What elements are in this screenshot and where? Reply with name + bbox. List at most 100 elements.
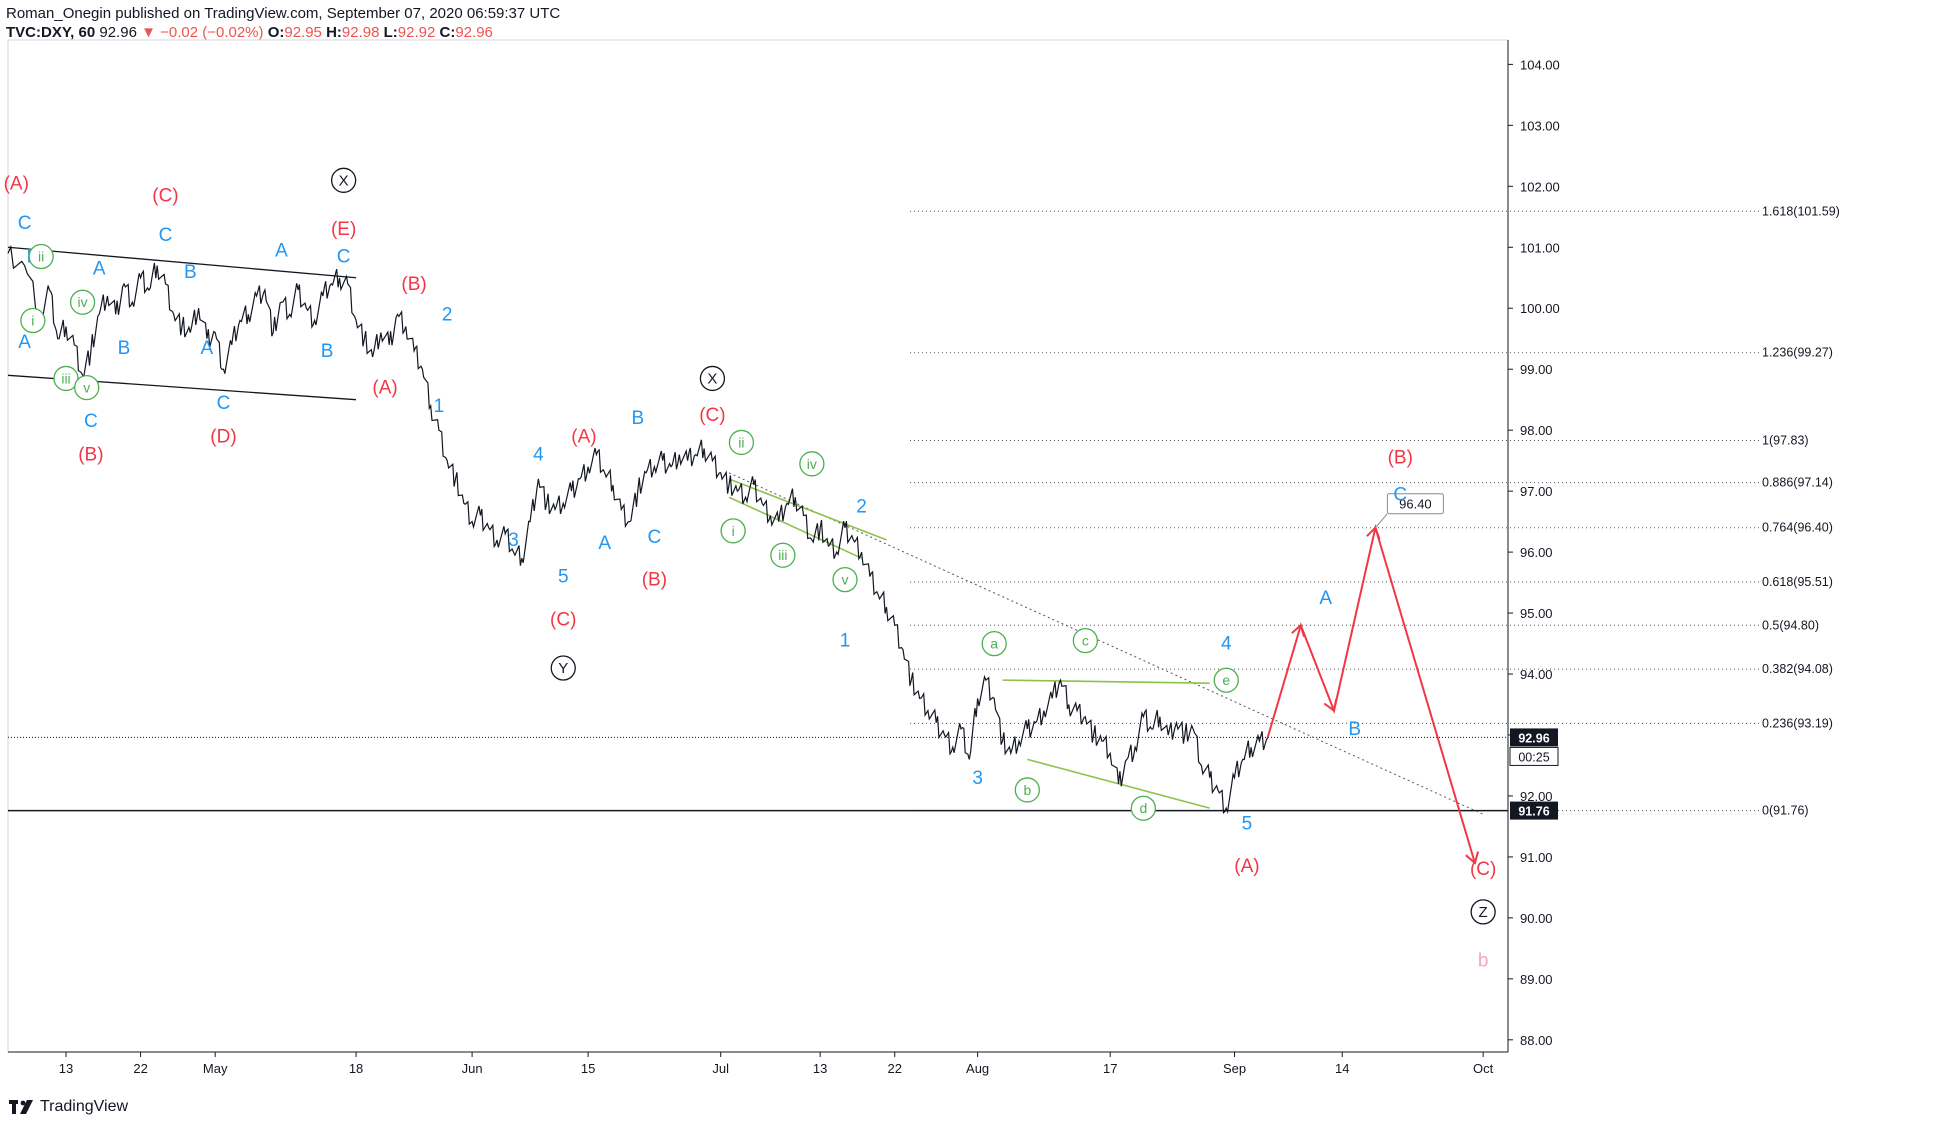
- wave-label: (A): [372, 378, 397, 399]
- wave-label-circle: [69, 289, 96, 315]
- x-tick-label: 22: [133, 1061, 147, 1076]
- target-callout-label: 96.40: [1399, 497, 1432, 512]
- fib-level-label: 0.382(94.08): [1762, 662, 1833, 676]
- x-tick-label: Jun: [462, 1061, 483, 1076]
- y-tick-label: 88.00: [1520, 1033, 1553, 1048]
- wave-label-circle: [1072, 627, 1098, 654]
- wave-label: Z: [1479, 904, 1488, 921]
- wave-label: v: [83, 380, 90, 396]
- wave-label-circle: [550, 655, 576, 681]
- wave-label: C: [159, 225, 173, 246]
- wave-label-circle: [832, 566, 858, 593]
- wave-label: 1: [840, 631, 851, 652]
- wave-label-circle: [1470, 899, 1496, 925]
- support-price-label: 91.76: [1518, 805, 1549, 819]
- y-tick-label: 102.00: [1520, 179, 1560, 194]
- x-tick-label: Aug: [966, 1061, 989, 1076]
- x-tick-label: 14: [1335, 1061, 1349, 1076]
- countdown-label: 00:25: [1518, 750, 1549, 764]
- wave-label: Y: [558, 660, 568, 677]
- wave-label: C: [217, 393, 231, 414]
- wave-label: (A): [571, 426, 596, 447]
- x-tick-label: 22: [888, 1061, 902, 1076]
- fib-level-label: 1.618(101.59): [1762, 204, 1840, 218]
- fib-level-label: 0.618(95.51): [1762, 575, 1833, 589]
- wave-label: A: [598, 533, 611, 554]
- fib-level-label: 0.236(93.19): [1762, 716, 1833, 730]
- high-label: H:: [326, 24, 342, 41]
- low-value: 92.92: [397, 24, 436, 41]
- projection-arrowhead: [1291, 623, 1306, 638]
- wave-label: 2: [442, 304, 453, 325]
- wave-label: d: [1139, 800, 1147, 816]
- wave-label: 1: [434, 396, 445, 417]
- y-tick-label: 94.00: [1520, 667, 1553, 682]
- x-tick-label: Jul: [712, 1061, 729, 1076]
- fib-level-label: 1(97.83): [1762, 434, 1809, 448]
- y-tick-label: 101.00: [1520, 240, 1560, 255]
- ohlc-line: TVC:DXY, 60 92.96 ▼ −0.02 (−0.02%) O:92.…: [6, 23, 560, 42]
- y-tick-label: 104.00: [1520, 57, 1560, 72]
- symbol-label: TVC:DXY, 60: [6, 24, 96, 41]
- countdown-badge: [1509, 746, 1559, 766]
- x-tick-label: May: [203, 1061, 228, 1076]
- wave-label: B: [321, 341, 334, 362]
- last-price: 92.96: [99, 24, 137, 41]
- wave-label: i: [732, 523, 735, 539]
- wave-label: C: [84, 411, 98, 432]
- open-value: 92.95: [284, 24, 322, 41]
- wave-label: A: [93, 259, 106, 280]
- wave-label: (B): [78, 445, 103, 466]
- wave-label: c: [1082, 633, 1089, 649]
- trend-line: [7, 246, 357, 279]
- wave-label: (C): [1470, 859, 1496, 880]
- wave-label: (A): [4, 173, 29, 194]
- x-tick-label: 15: [581, 1061, 595, 1076]
- last-price-label: 92.96: [1518, 731, 1549, 745]
- wave-label: (B): [1388, 448, 1413, 469]
- tradingview-logo-icon: [9, 1100, 33, 1114]
- price-series-line: [7, 244, 1269, 814]
- wave-label: B: [631, 408, 644, 429]
- brand-name: TradingView: [40, 1098, 129, 1115]
- wave-label: X: [339, 172, 349, 189]
- wave-label: A: [275, 240, 288, 261]
- y-tick-label: 91.00: [1520, 850, 1553, 865]
- y-tick-label: 90.00: [1520, 911, 1553, 926]
- wave-label-circle: [1213, 667, 1239, 693]
- projection-arrowhead: [1323, 698, 1338, 713]
- wave-label-circle: [20, 307, 46, 334]
- y-tick-label: 92.00: [1520, 789, 1553, 804]
- x-tick-label: Sep: [1223, 1061, 1246, 1076]
- footer-brand[interactable]: TradingView: [8, 1098, 128, 1116]
- wave-label: X: [707, 370, 717, 387]
- y-tick-label: 95.00: [1520, 606, 1553, 621]
- close-label: C:: [439, 24, 456, 41]
- wave-label-circle: [74, 374, 100, 401]
- y-tick-label: 99.00: [1520, 362, 1553, 377]
- wave-label: 4: [533, 445, 544, 466]
- y-tick-label: 98.00: [1520, 423, 1553, 438]
- y-tick-label: 89.00: [1520, 972, 1553, 987]
- chart-header: Roman_Onegin published on TradingView.co…: [6, 4, 560, 42]
- wave-label: A: [18, 332, 31, 353]
- wave-label: B: [118, 338, 131, 359]
- wave-label: C: [18, 213, 32, 234]
- publisher-line: Roman_Onegin published on TradingView.co…: [6, 5, 561, 22]
- wave-label: C: [337, 247, 351, 268]
- wave-label: (C): [699, 405, 725, 426]
- fib-level-label: 1.236(99.27): [1762, 346, 1833, 360]
- fib-level-label: 0.764(96.40): [1762, 521, 1833, 535]
- wave-label-circle: [1014, 777, 1040, 803]
- wave-label: 2: [856, 496, 867, 517]
- wave-label: a: [990, 636, 998, 652]
- wave-label: (B): [642, 570, 667, 591]
- wave-label: 3: [972, 768, 983, 789]
- wave-label: iii: [778, 547, 787, 563]
- projection-path: [1266, 523, 1476, 864]
- wave-label: (E): [331, 219, 356, 240]
- wave-label-circle: [1130, 795, 1157, 821]
- open-label: O:: [267, 24, 285, 41]
- close-value: 92.96: [455, 24, 493, 41]
